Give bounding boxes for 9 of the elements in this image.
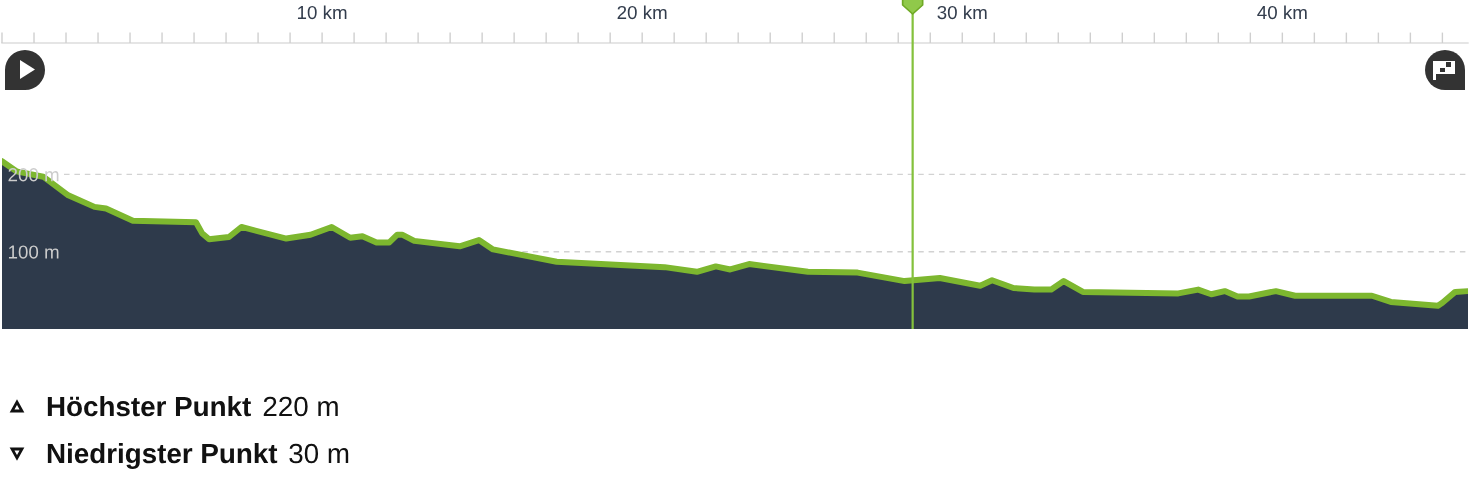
x-tick-label: 30 km: [937, 5, 987, 20]
text: Höchster Punkt: [47, 395, 251, 417]
text: 30 m: [289, 443, 349, 464]
x-tick-label: 10 km: [297, 5, 347, 20]
x-tick-label: 40 km: [1257, 5, 1307, 20]
text: Niedrigster Punkt: [47, 442, 278, 469]
x-tick-label: 20 km: [617, 5, 667, 20]
text: 220 m: [263, 396, 338, 417]
y-tick-label: 100 m: [8, 245, 59, 259]
